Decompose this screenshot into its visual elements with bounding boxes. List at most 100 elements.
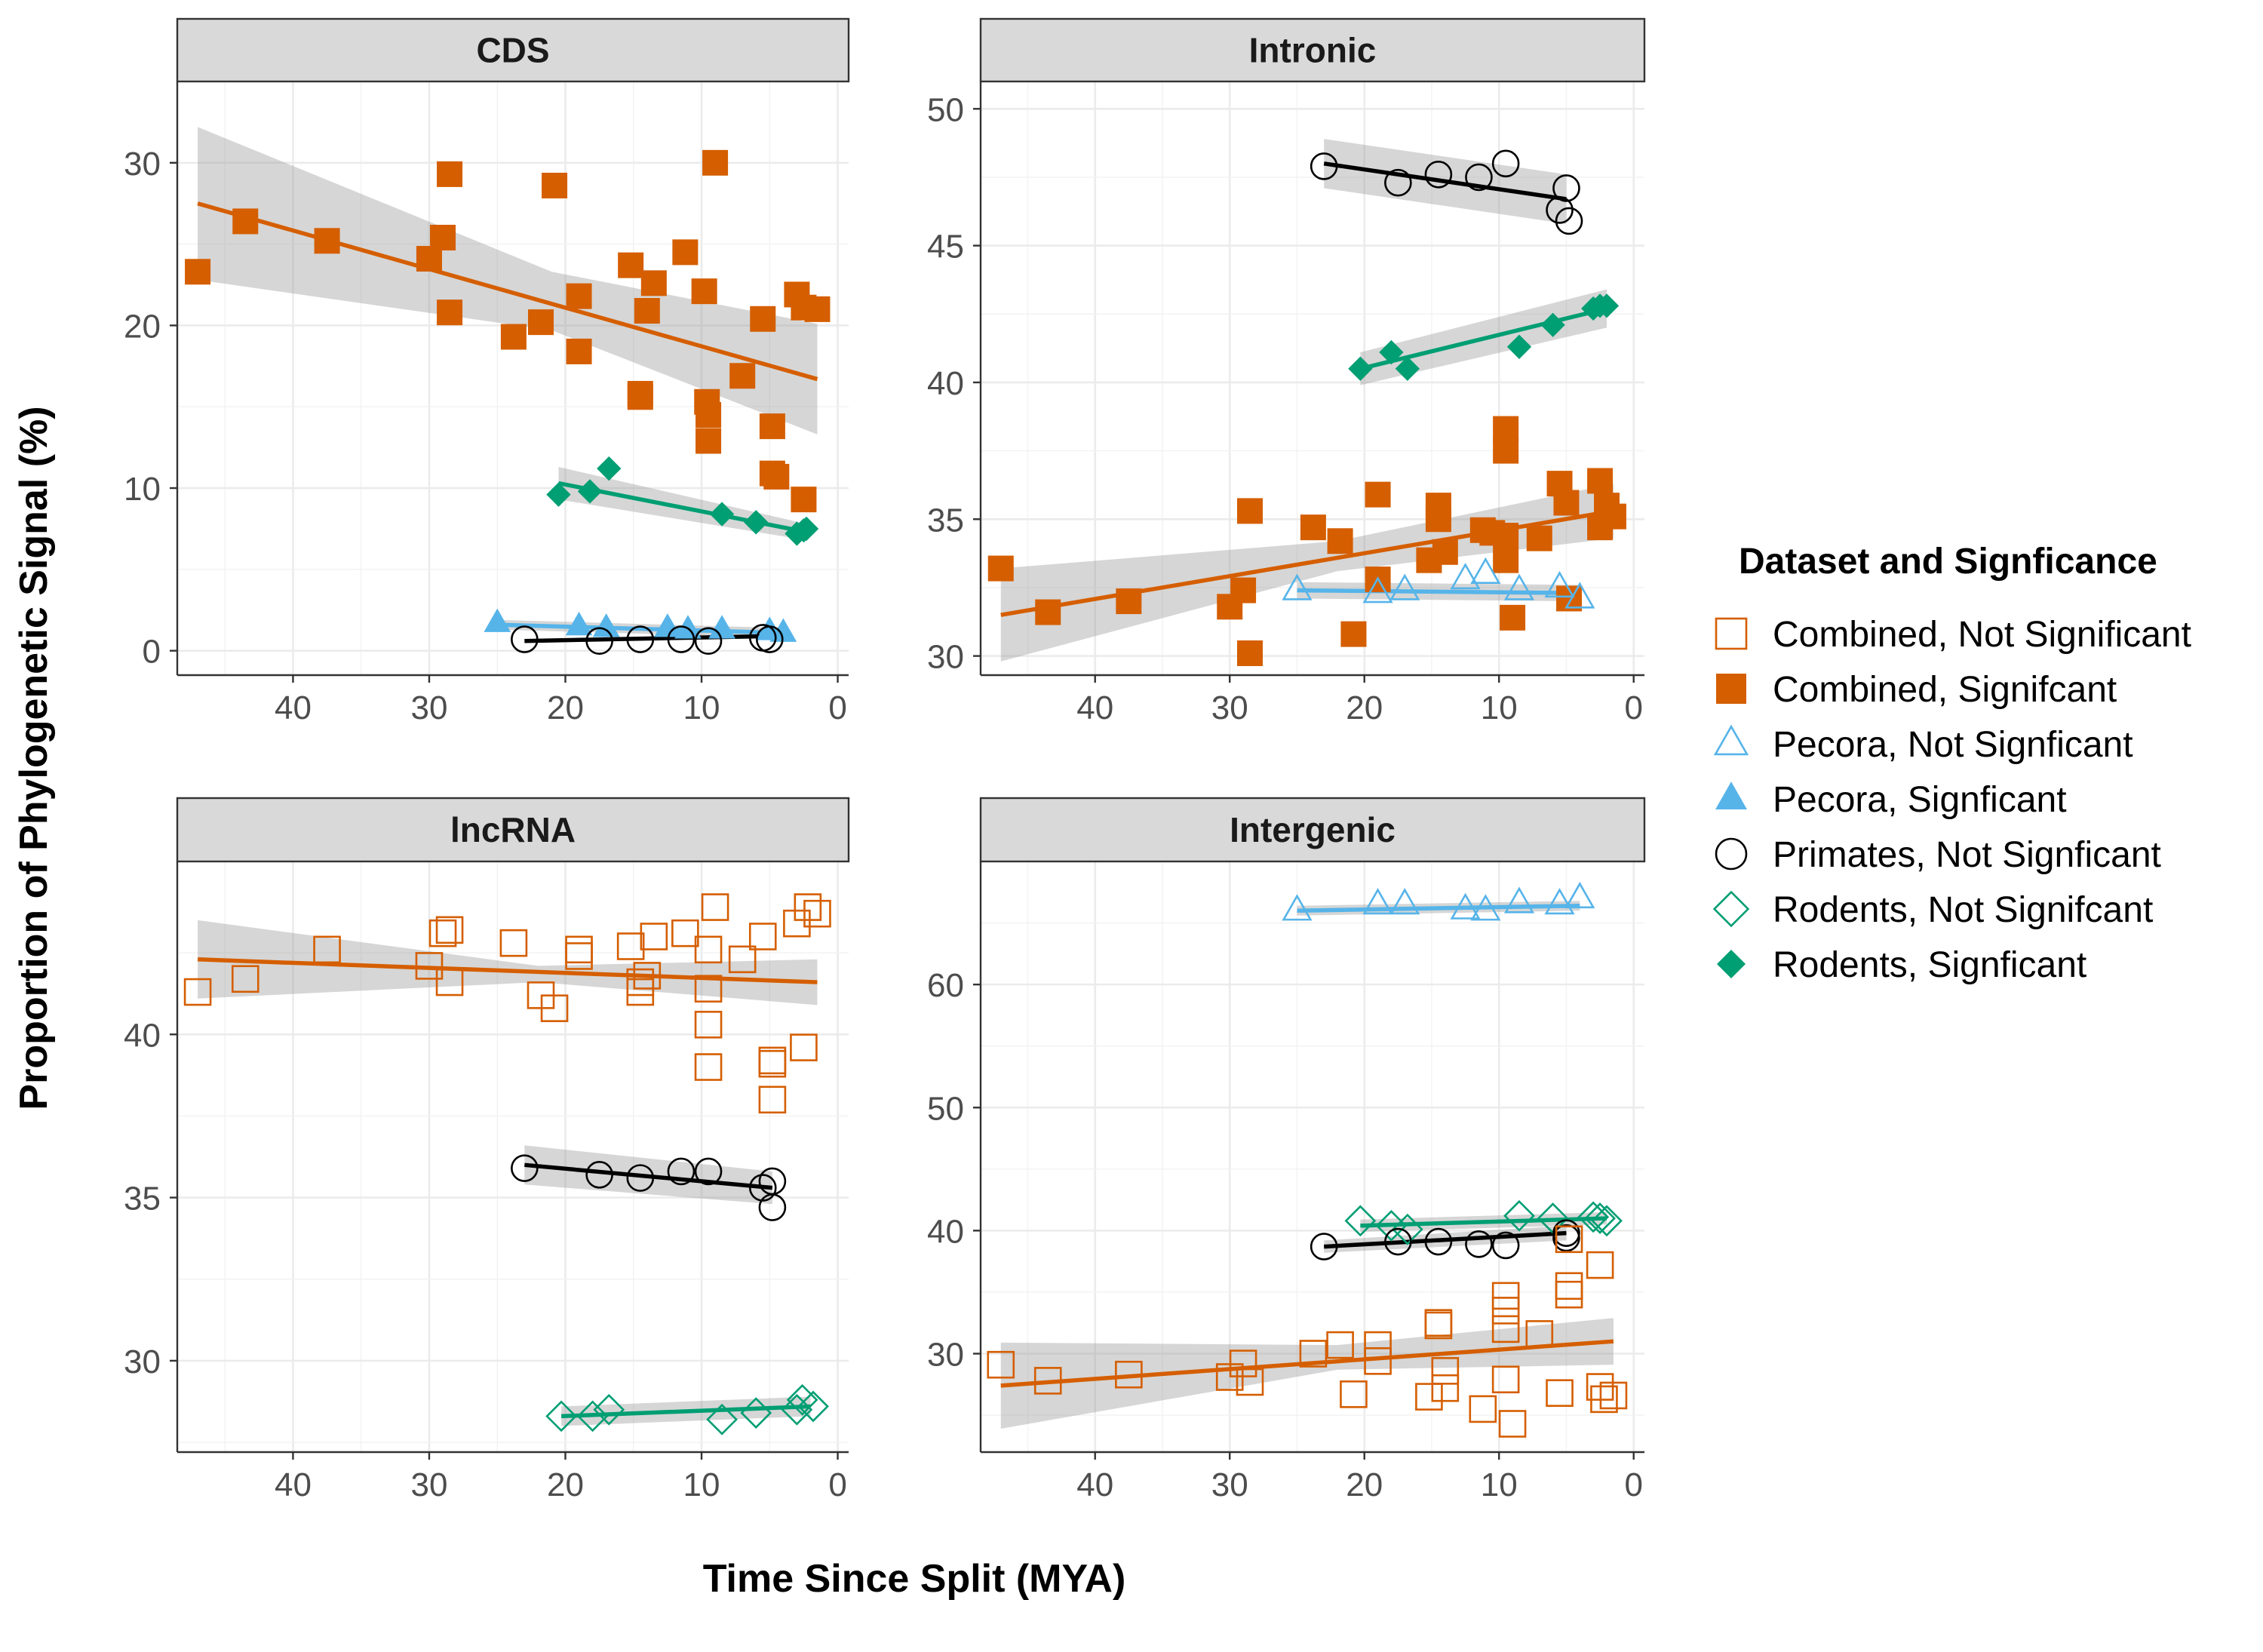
data-point <box>1424 1311 1453 1340</box>
data-point <box>626 625 655 653</box>
data-point <box>1491 1365 1520 1394</box>
data-point <box>797 1390 829 1423</box>
data-point <box>1035 599 1061 625</box>
data-point <box>1526 525 1552 551</box>
facet-strip <box>979 17 1646 83</box>
data-point <box>804 296 831 322</box>
legend-entry: Combined, Not Significant <box>1715 615 2191 655</box>
data-point <box>232 208 259 235</box>
data-point <box>706 1403 738 1436</box>
legend-label: Combined, Not Significant <box>1773 615 2191 655</box>
data-point <box>1425 506 1451 533</box>
legend-key-triangle <box>1713 724 1749 756</box>
x-tick-label: 20 <box>1346 689 1383 726</box>
legend-key-triangle <box>1715 781 1747 809</box>
y-tick-label: 35 <box>927 502 964 539</box>
data-point <box>783 909 811 938</box>
data-point <box>1282 894 1313 921</box>
data-point <box>511 1154 539 1182</box>
trend-line <box>497 622 784 635</box>
facet-strip <box>176 797 850 863</box>
data-point <box>183 978 212 1006</box>
x-tick-label: 10 <box>1481 689 1518 726</box>
legend-entry: Combined, Signifcant <box>1716 670 2117 710</box>
data-point <box>500 324 527 350</box>
data-point <box>1525 1320 1554 1348</box>
data-point <box>1033 1367 1062 1395</box>
data-point <box>1344 1205 1377 1237</box>
data-point <box>1584 1202 1616 1234</box>
x-tick-label: 40 <box>275 1466 312 1503</box>
x-tick-label: 0 <box>1624 689 1642 726</box>
x-tick-label: 40 <box>275 689 312 726</box>
data-point <box>593 1393 625 1426</box>
x-tick-label: 10 <box>683 1466 720 1503</box>
x-tick-label: 30 <box>410 1466 447 1503</box>
data-point <box>1546 1379 1574 1407</box>
data-point <box>1498 1410 1527 1438</box>
data-point <box>1491 1282 1520 1310</box>
data-point <box>1577 1201 1610 1233</box>
data-point <box>987 1350 1015 1379</box>
data-point <box>1600 503 1626 530</box>
x-tick-label: 0 <box>828 1466 846 1503</box>
legend-key-square <box>1716 674 1746 704</box>
data-point <box>1362 888 1393 915</box>
data-point <box>744 510 769 535</box>
data-point <box>1591 1205 1623 1237</box>
data-point <box>1491 1231 1520 1260</box>
trend-line <box>1000 1339 1614 1388</box>
chart-panels: 40 30 20 10 0 0 10 20 30 CDS 40 30 20 10 0 30 35 40 45 50 In… <box>124 17 1646 1503</box>
data-point <box>1348 356 1373 381</box>
data-point <box>701 893 729 921</box>
data-point <box>791 487 817 513</box>
y-tick-label: 40 <box>927 1213 964 1250</box>
data-point <box>1395 356 1420 381</box>
y-tick-label: 40 <box>124 1017 161 1054</box>
legend-label: Combined, Signifcant <box>1773 670 2117 710</box>
data-point <box>1491 1297 1520 1325</box>
data-point <box>1450 563 1481 590</box>
legend-key-square <box>1715 617 1748 650</box>
data-point <box>626 978 655 1006</box>
panel-intronic: 40 30 20 10 0 30 35 40 45 50 Intronic <box>927 17 1646 726</box>
data-point <box>1391 1213 1423 1245</box>
data-point <box>729 363 756 389</box>
data-point <box>1503 573 1535 600</box>
data-point <box>231 965 259 993</box>
data-point <box>1229 1350 1257 1377</box>
plot-area <box>1000 139 1614 662</box>
data-point <box>728 945 757 974</box>
trend-line <box>560 1404 811 1419</box>
data-point <box>592 613 620 637</box>
x-tick-label: 20 <box>1346 1466 1383 1503</box>
data-point <box>565 611 593 636</box>
data-points <box>185 149 831 656</box>
data-point <box>1432 539 1458 565</box>
data-point <box>781 1393 813 1426</box>
data-point <box>437 299 463 326</box>
data-point <box>1300 514 1326 541</box>
data-point <box>1544 888 1575 915</box>
data-point <box>1491 1315 1520 1343</box>
y-axis-title: Proportion of Phylogenetic Signal (%) <box>12 406 56 1110</box>
confidence-band <box>1000 1318 1614 1429</box>
data-point <box>528 309 554 336</box>
data-point <box>546 482 571 507</box>
data-point <box>1310 1233 1338 1260</box>
data-point <box>1340 1380 1368 1408</box>
data-point <box>1236 640 1263 666</box>
data-point <box>769 618 797 642</box>
data-point <box>1299 1340 1328 1368</box>
facet-title: lncRNA <box>450 810 576 849</box>
trend-line <box>1323 161 1567 201</box>
data-point <box>1493 438 1519 464</box>
data-point <box>1379 339 1404 365</box>
data-point <box>708 615 735 639</box>
data-point <box>667 625 695 653</box>
legend-entry: Rodents, Not Signifcant <box>1712 890 2153 930</box>
data-point <box>755 625 784 653</box>
data-point <box>1389 888 1420 915</box>
data-point <box>1553 490 1580 516</box>
